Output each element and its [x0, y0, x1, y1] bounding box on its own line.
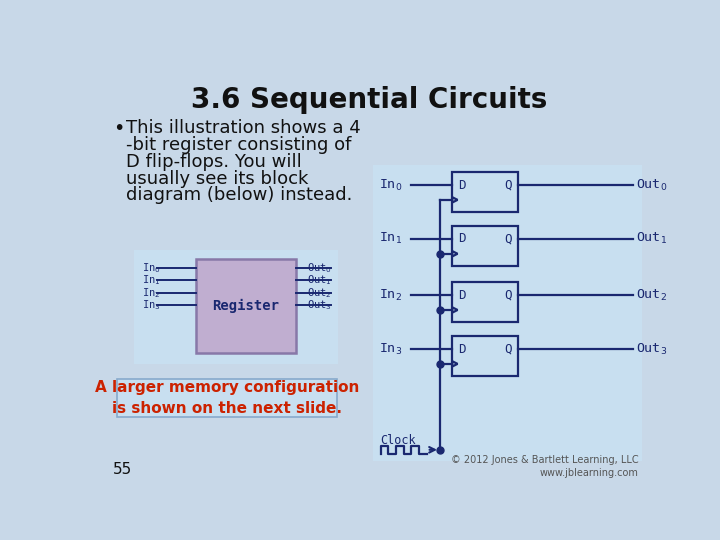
Text: Out$_1$: Out$_1$: [636, 232, 667, 246]
Text: Out$_0$: Out$_0$: [636, 178, 667, 193]
Text: © 2012 Jones & Bartlett Learning, LLC
www.jblearning.com: © 2012 Jones & Bartlett Learning, LLC ww…: [451, 455, 639, 478]
Text: 3.6 Sequential Circuits: 3.6 Sequential Circuits: [191, 86, 547, 114]
Bar: [452, 282, 518, 322]
Text: Out$_1$: Out$_1$: [307, 273, 332, 287]
Text: D: D: [459, 342, 466, 355]
Text: Register: Register: [212, 299, 279, 313]
Text: usually see its block: usually see its block: [126, 170, 308, 187]
Text: Out$_2$: Out$_2$: [307, 286, 332, 300]
Bar: [373, 165, 642, 461]
Text: D flip-flops. You will: D flip-flops. You will: [126, 153, 302, 171]
Text: -bit register consisting of: -bit register consisting of: [126, 136, 351, 154]
Text: A larger memory configuration
is shown on the next slide.: A larger memory configuration is shown o…: [95, 380, 359, 416]
Text: Out$_0$: Out$_0$: [307, 261, 332, 275]
Text: In$_2$: In$_2$: [379, 288, 402, 303]
Text: 55: 55: [113, 462, 132, 477]
Text: In$_1$: In$_1$: [379, 232, 402, 246]
Text: Q: Q: [504, 232, 511, 246]
Text: D: D: [459, 179, 466, 192]
Bar: [134, 249, 338, 363]
Bar: [452, 336, 518, 376]
Text: Q: Q: [504, 289, 511, 302]
Bar: [452, 172, 518, 212]
Text: In$_0$: In$_0$: [379, 178, 402, 193]
Text: •: •: [113, 119, 125, 138]
Text: In$_1$: In$_1$: [142, 273, 161, 287]
Text: Out$_2$: Out$_2$: [636, 288, 667, 303]
Text: This illustration shows a 4: This illustration shows a 4: [126, 119, 361, 137]
Text: D: D: [459, 232, 466, 246]
Text: diagram (below) instead.: diagram (below) instead.: [126, 186, 352, 205]
Bar: [452, 226, 518, 266]
Bar: [196, 259, 296, 353]
Text: Out$_3$: Out$_3$: [307, 298, 332, 312]
Text: Q: Q: [504, 179, 511, 192]
Text: In$_2$: In$_2$: [142, 286, 161, 300]
Text: Q: Q: [504, 342, 511, 355]
Text: In$_3$: In$_3$: [379, 341, 402, 356]
Text: Out$_3$: Out$_3$: [636, 341, 667, 356]
Text: Clock: Clock: [381, 434, 416, 447]
Text: In$_0$: In$_0$: [142, 261, 161, 275]
Text: D: D: [459, 289, 466, 302]
Bar: [117, 379, 337, 417]
Text: In$_3$: In$_3$: [142, 298, 161, 312]
